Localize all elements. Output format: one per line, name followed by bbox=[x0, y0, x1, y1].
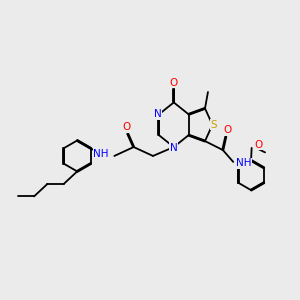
Text: O: O bbox=[170, 77, 178, 88]
Text: NH: NH bbox=[236, 158, 251, 168]
Text: NH: NH bbox=[94, 148, 109, 159]
Text: O: O bbox=[122, 122, 130, 132]
Text: N: N bbox=[170, 142, 178, 153]
Text: O: O bbox=[223, 125, 231, 135]
Text: O: O bbox=[254, 140, 262, 150]
Text: N: N bbox=[154, 109, 161, 119]
Text: S: S bbox=[211, 120, 217, 130]
